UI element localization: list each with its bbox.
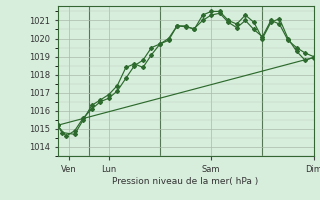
X-axis label: Pression niveau de la mer( hPa ): Pression niveau de la mer( hPa ) — [112, 177, 259, 186]
